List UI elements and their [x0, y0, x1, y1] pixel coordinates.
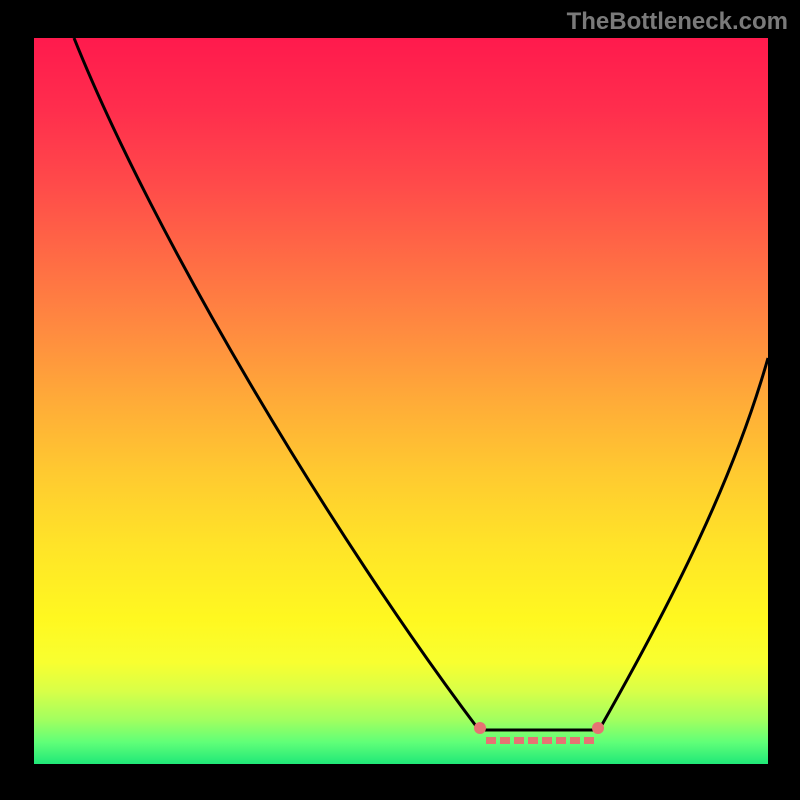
right-curve [599, 358, 768, 730]
watermark-text: TheBottleneck.com [567, 8, 788, 36]
highlight-flat-segment [486, 737, 594, 744]
curve-overlay [34, 38, 768, 764]
highlight-marker-right [592, 722, 604, 734]
highlight-marker-left [474, 722, 486, 734]
chart-container: TheBottleneck.com [0, 0, 800, 800]
plot-area [34, 38, 768, 764]
left-curve [74, 38, 479, 730]
